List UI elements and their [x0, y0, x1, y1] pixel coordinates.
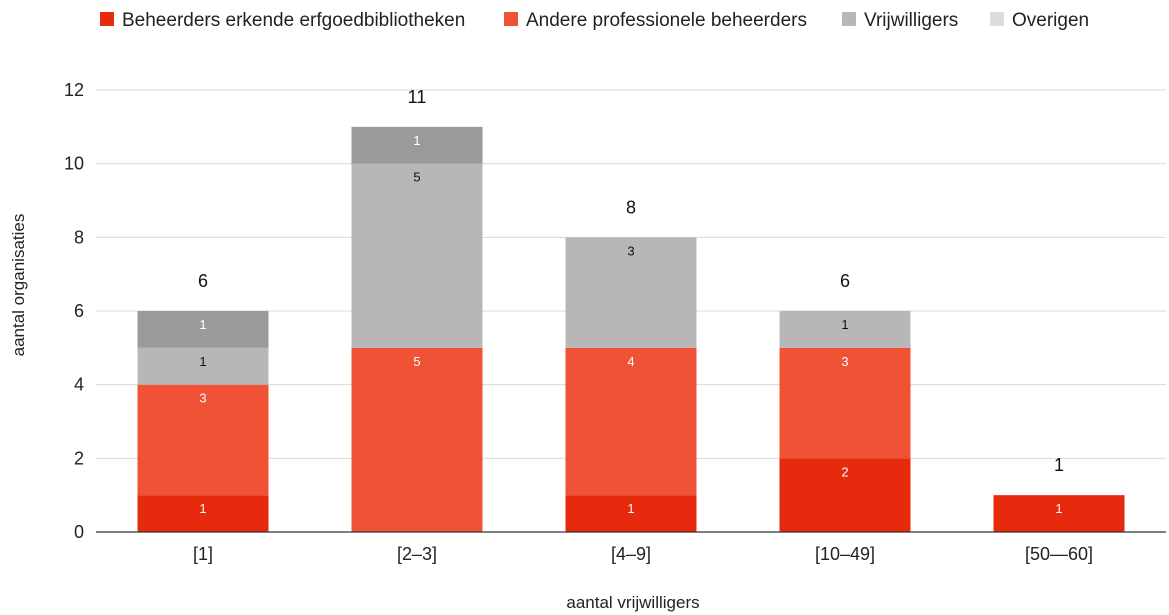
bar-segment: [351, 347, 483, 532]
bar-segment: [137, 384, 269, 496]
bar-total-label: 11: [408, 87, 427, 107]
bar-segment: [565, 347, 697, 496]
bar-segment: [351, 163, 483, 348]
segment-value-label: 1: [1055, 501, 1062, 516]
legend-label-2: Andere professionele beheerders: [526, 10, 807, 31]
x-tick-label: [1]: [193, 544, 213, 564]
bar-segment: [137, 495, 269, 532]
bar-segment: [137, 347, 269, 385]
bar-segment: [565, 237, 697, 348]
segment-value-label: 5: [413, 354, 420, 369]
bar-total-label: 6: [198, 271, 208, 291]
bar-segment: [137, 311, 269, 348]
bar-segment: [993, 495, 1125, 532]
y-tick-label: 0: [74, 522, 84, 542]
segment-value-label: 4: [627, 354, 634, 369]
segment-value-label: 2: [841, 464, 848, 479]
bar-segment: [351, 126, 483, 164]
x-axis-ticks: [1] [2–3] [4–9] [10–49] [50—60]: [193, 544, 1093, 564]
legend-swatch-2: [504, 12, 518, 26]
y-tick-label: 10: [64, 154, 84, 174]
segment-value-label: 3: [199, 391, 206, 406]
legend-swatch-4: [990, 12, 1004, 26]
y-tick-label: 6: [74, 301, 84, 321]
bar-segment: [565, 495, 697, 532]
y-tick-label: 12: [64, 80, 84, 100]
bar-segment: [779, 347, 911, 459]
segment-value-label: 1: [627, 501, 634, 516]
legend-label-1: Beheerders erkende erfgoedbibliotheken: [122, 10, 465, 31]
legend-swatch-3: [842, 12, 856, 26]
y-tick-label: 4: [74, 375, 84, 395]
bar-total-label: 6: [840, 271, 850, 291]
legend: Beheerders erkende erfgoedbibliotheken An…: [100, 10, 1089, 31]
bar-total-label: 1: [1054, 455, 1064, 475]
legend-swatch-1: [100, 12, 114, 26]
bar-total-label: 8: [626, 197, 636, 217]
x-tick-label: [50—60]: [1025, 544, 1093, 564]
segment-value-label: 1: [199, 354, 206, 369]
y-tick-label: 8: [74, 227, 84, 247]
segment-value-label: 3: [627, 243, 634, 258]
y-axis-title: aantal organisaties: [9, 214, 28, 357]
segment-value-label: 1: [199, 317, 206, 332]
x-axis-title: aantal vrijwilligers: [566, 593, 699, 612]
x-tick-label: [2–3]: [397, 544, 437, 564]
x-tick-label: [4–9]: [611, 544, 651, 564]
segment-value-label: 3: [841, 354, 848, 369]
segment-value-label: 1: [841, 317, 848, 332]
segment-value-label: 1: [413, 133, 420, 148]
x-tick-label: [10–49]: [815, 544, 875, 564]
y-axis-ticks: 0 2 4 6 8 10 12: [64, 80, 84, 542]
segment-value-label: 5: [413, 170, 420, 185]
bar-segment: [779, 458, 911, 532]
legend-label-4: Overigen: [1012, 10, 1089, 31]
bar-segment: [779, 311, 911, 348]
y-tick-label: 2: [74, 448, 84, 468]
segment-value-label: 1: [199, 501, 206, 516]
legend-label-3: Vrijwilligers: [864, 10, 958, 31]
